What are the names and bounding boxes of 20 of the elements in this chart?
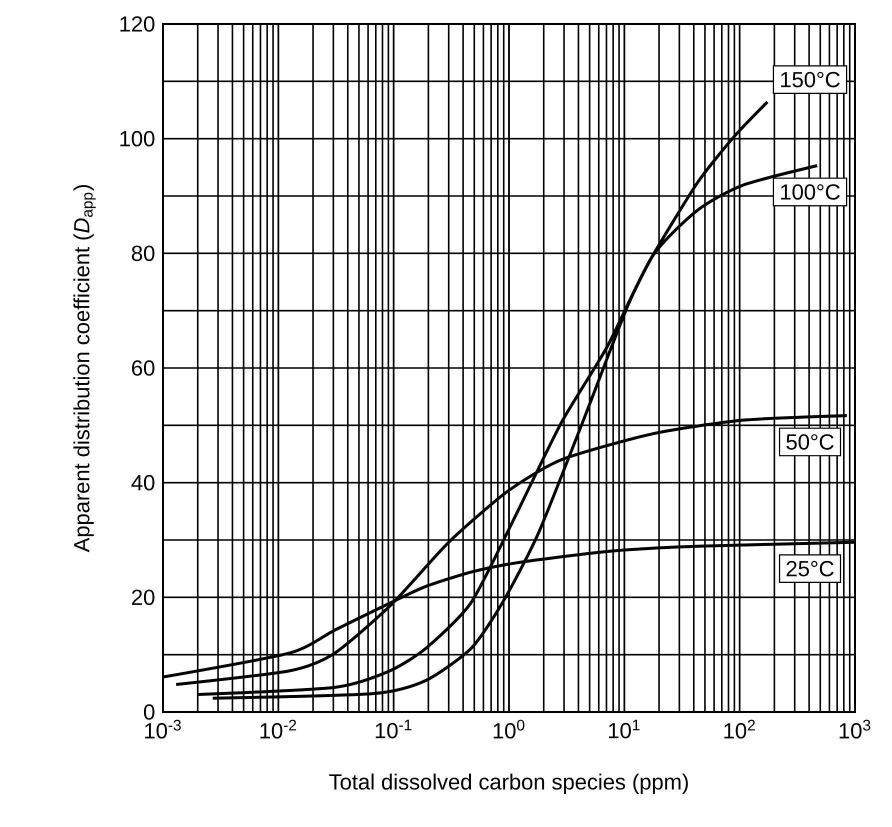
y-tick-label: 60: [132, 360, 154, 376]
x-tick-label: 10$^{2}$: [724, 720, 755, 739]
series-label: 100°C: [781, 184, 840, 200]
x-tick-label: 10$^{-2}$: [260, 720, 296, 739]
y-tick-label: 20: [132, 590, 154, 606]
series-label: 25°C: [786, 560, 834, 576]
y-tick-label: 40: [131, 474, 154, 490]
y-tick-label: 100: [120, 130, 154, 146]
x-tick-label: 10$^{-1}$: [376, 720, 412, 738]
y-tick-label: 80: [132, 246, 154, 262]
series-label: 50°C: [786, 434, 834, 450]
y-axis-title: Apparent distribution coefficient (D$_{app}$): [73, 185, 96, 552]
x-axis-title: Total dissolved carbon species (ppm): [329, 774, 688, 794]
x-tick-label: 10$^{-3}$: [145, 720, 181, 739]
x-tick-label: 10$^{1}$: [609, 720, 640, 738]
series-label: 150°C: [781, 72, 840, 88]
x-tick-label: 10$^{3}$: [840, 720, 870, 739]
x-tick-label: 10$^{0}$: [494, 720, 524, 739]
y-tick-label: 0: [144, 704, 154, 720]
y-tick-label: 120: [120, 16, 154, 32]
